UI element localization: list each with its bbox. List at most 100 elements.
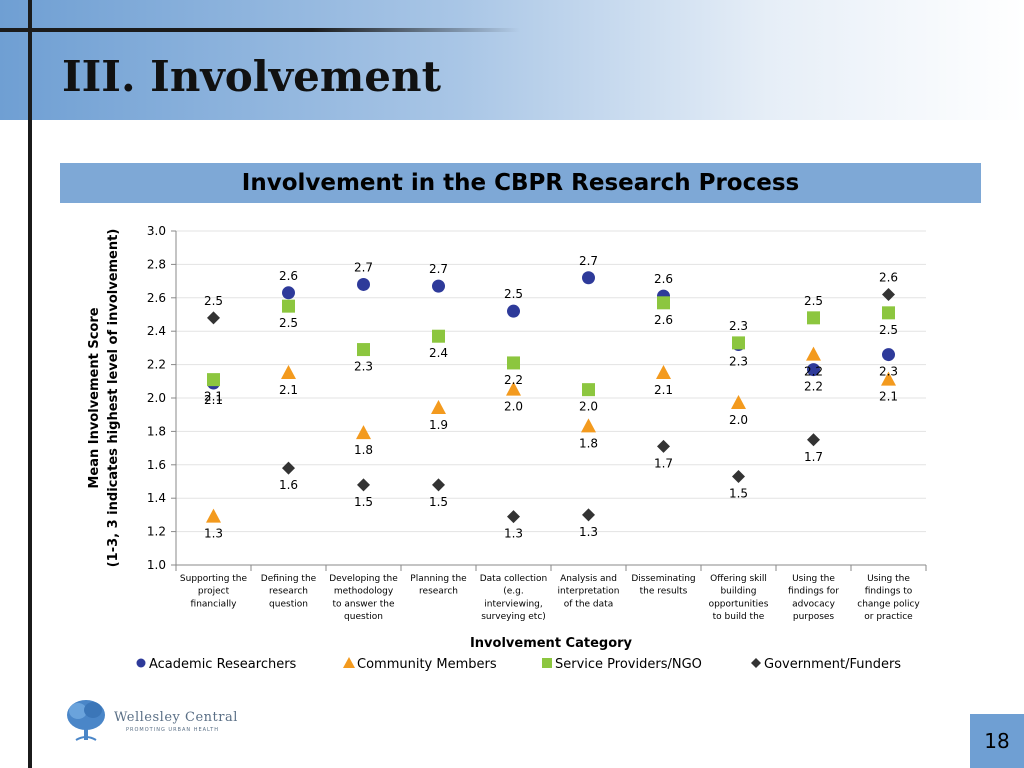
x-tick-label: Developing the	[329, 574, 398, 584]
y-tick-label: 2.6	[147, 291, 166, 305]
data-point-circle	[582, 271, 595, 285]
data-label: 1.5	[429, 495, 448, 509]
data-point-diamond	[207, 311, 220, 325]
x-tick-label: Defining the	[261, 574, 317, 584]
data-label: 2.3	[729, 355, 748, 369]
legend-label: Government/Funders	[764, 657, 901, 672]
data-point-circle	[282, 286, 295, 300]
data-point-triangle	[656, 364, 671, 379]
x-tick-label: research	[269, 587, 308, 597]
x-tick-label: Using the	[792, 574, 835, 584]
data-label: 2.7	[429, 262, 448, 276]
data-point-square	[582, 383, 595, 397]
x-tick-label: Supporting the	[180, 574, 248, 584]
x-tick-label: Data collection	[480, 574, 548, 584]
x-tick-label: (e.g.	[503, 587, 523, 597]
x-tick-label: research	[419, 587, 458, 597]
x-tick-label: to answer the	[332, 599, 394, 609]
x-tick-label: project	[198, 587, 230, 597]
y-tick-label: 1.4	[147, 491, 166, 505]
data-point-diamond	[732, 469, 745, 483]
x-tick-label: question	[269, 599, 308, 609]
data-point-diamond	[357, 478, 370, 492]
data-label: 1.3	[579, 525, 598, 539]
data-label: 1.6	[279, 478, 298, 492]
header-rule-horizontal	[0, 28, 520, 32]
data-label: 2.1	[204, 390, 223, 404]
data-point-square	[807, 311, 820, 325]
data-label: 2.5	[204, 294, 223, 308]
data-label: 1.7	[804, 450, 823, 464]
x-tick-label: the results	[640, 587, 688, 597]
legend-marker-diamond	[751, 658, 761, 668]
data-point-triangle	[581, 418, 596, 433]
x-tick-label: findings for	[788, 587, 839, 597]
data-point-square	[657, 296, 670, 310]
data-label: 2.1	[879, 390, 898, 404]
data-point-triangle	[356, 425, 371, 440]
x-tick-label: Planning the	[410, 574, 467, 584]
data-label: 2.0	[579, 400, 598, 414]
data-label: 2.2	[804, 380, 823, 394]
data-label: 1.7	[654, 456, 673, 470]
y-tick-label: 1.0	[147, 558, 166, 572]
y-tick-label: 3.0	[147, 224, 166, 238]
header-band	[0, 0, 1024, 120]
data-point-diamond	[507, 510, 520, 524]
data-label: 2.4	[429, 346, 448, 360]
y-axis-title-subtitle: (1-3, 3 indicates highest level of invol…	[106, 229, 121, 568]
data-label: 2.5	[804, 294, 823, 308]
x-tick-label: methodology	[334, 587, 394, 597]
legend-marker-circle	[136, 658, 146, 668]
data-point-triangle	[281, 364, 296, 379]
logo-text: Wellesley Central	[114, 710, 238, 725]
data-label: 2.7	[354, 260, 373, 274]
data-label: 2.3	[354, 360, 373, 374]
y-tick-label: 1.8	[147, 424, 166, 438]
data-point-diamond	[282, 461, 295, 475]
x-axis-title: Involvement Category	[470, 636, 633, 651]
data-label: 2.6	[654, 313, 673, 327]
logo-subtext: PROMOTING URBAN HEALTH	[126, 727, 219, 733]
data-point-diamond	[882, 287, 895, 301]
data-label: 2.0	[504, 400, 523, 414]
data-label: 2.5	[504, 287, 523, 301]
x-tick-label: opportunities	[709, 599, 769, 609]
x-tick-label: building	[720, 587, 756, 597]
data-point-circle	[807, 363, 820, 377]
data-point-square	[357, 343, 370, 357]
data-label: 2.3	[879, 365, 898, 379]
legend-marker-triangle	[343, 657, 355, 668]
data-point-triangle	[806, 346, 821, 361]
data-point-triangle	[431, 400, 446, 415]
y-tick-label: 2.0	[147, 391, 166, 405]
data-label: 2.1	[204, 393, 223, 407]
y-tick-label: 2.8	[147, 257, 166, 271]
data-label: 2.6	[654, 272, 673, 286]
data-label: 1.8	[579, 436, 598, 450]
x-tick-label: financially	[191, 599, 238, 609]
x-tick-label: interviewing,	[484, 599, 542, 609]
data-point-triangle	[881, 371, 896, 386]
slide-title: III. Involvement	[62, 52, 441, 101]
y-tick-label: 2.4	[147, 324, 166, 338]
y-axis-title: Mean Involvement Score	[87, 307, 102, 488]
x-tick-label: change policy	[857, 599, 920, 609]
data-label: 2.1	[279, 383, 298, 397]
chart-title-banner: Involvement in the CBPR Research Process	[60, 163, 981, 203]
data-label: 2.1	[654, 383, 673, 397]
legend-label: Academic Researchers	[149, 657, 297, 672]
data-point-square	[432, 329, 445, 343]
data-point-square	[507, 356, 520, 370]
data-point-square	[207, 373, 220, 387]
legend-label: Service Providers/NGO	[555, 657, 702, 672]
data-label: 2.7	[579, 254, 598, 268]
x-tick-label: surveying etc)	[481, 612, 546, 622]
chart-title: Involvement in the CBPR Research Process	[241, 170, 800, 196]
data-point-diamond	[432, 478, 445, 492]
y-tick-label: 1.6	[147, 458, 166, 472]
data-point-diamond	[657, 439, 670, 453]
data-point-diamond	[582, 508, 595, 522]
page-number: 18	[970, 714, 1024, 768]
data-point-triangle	[731, 395, 746, 410]
